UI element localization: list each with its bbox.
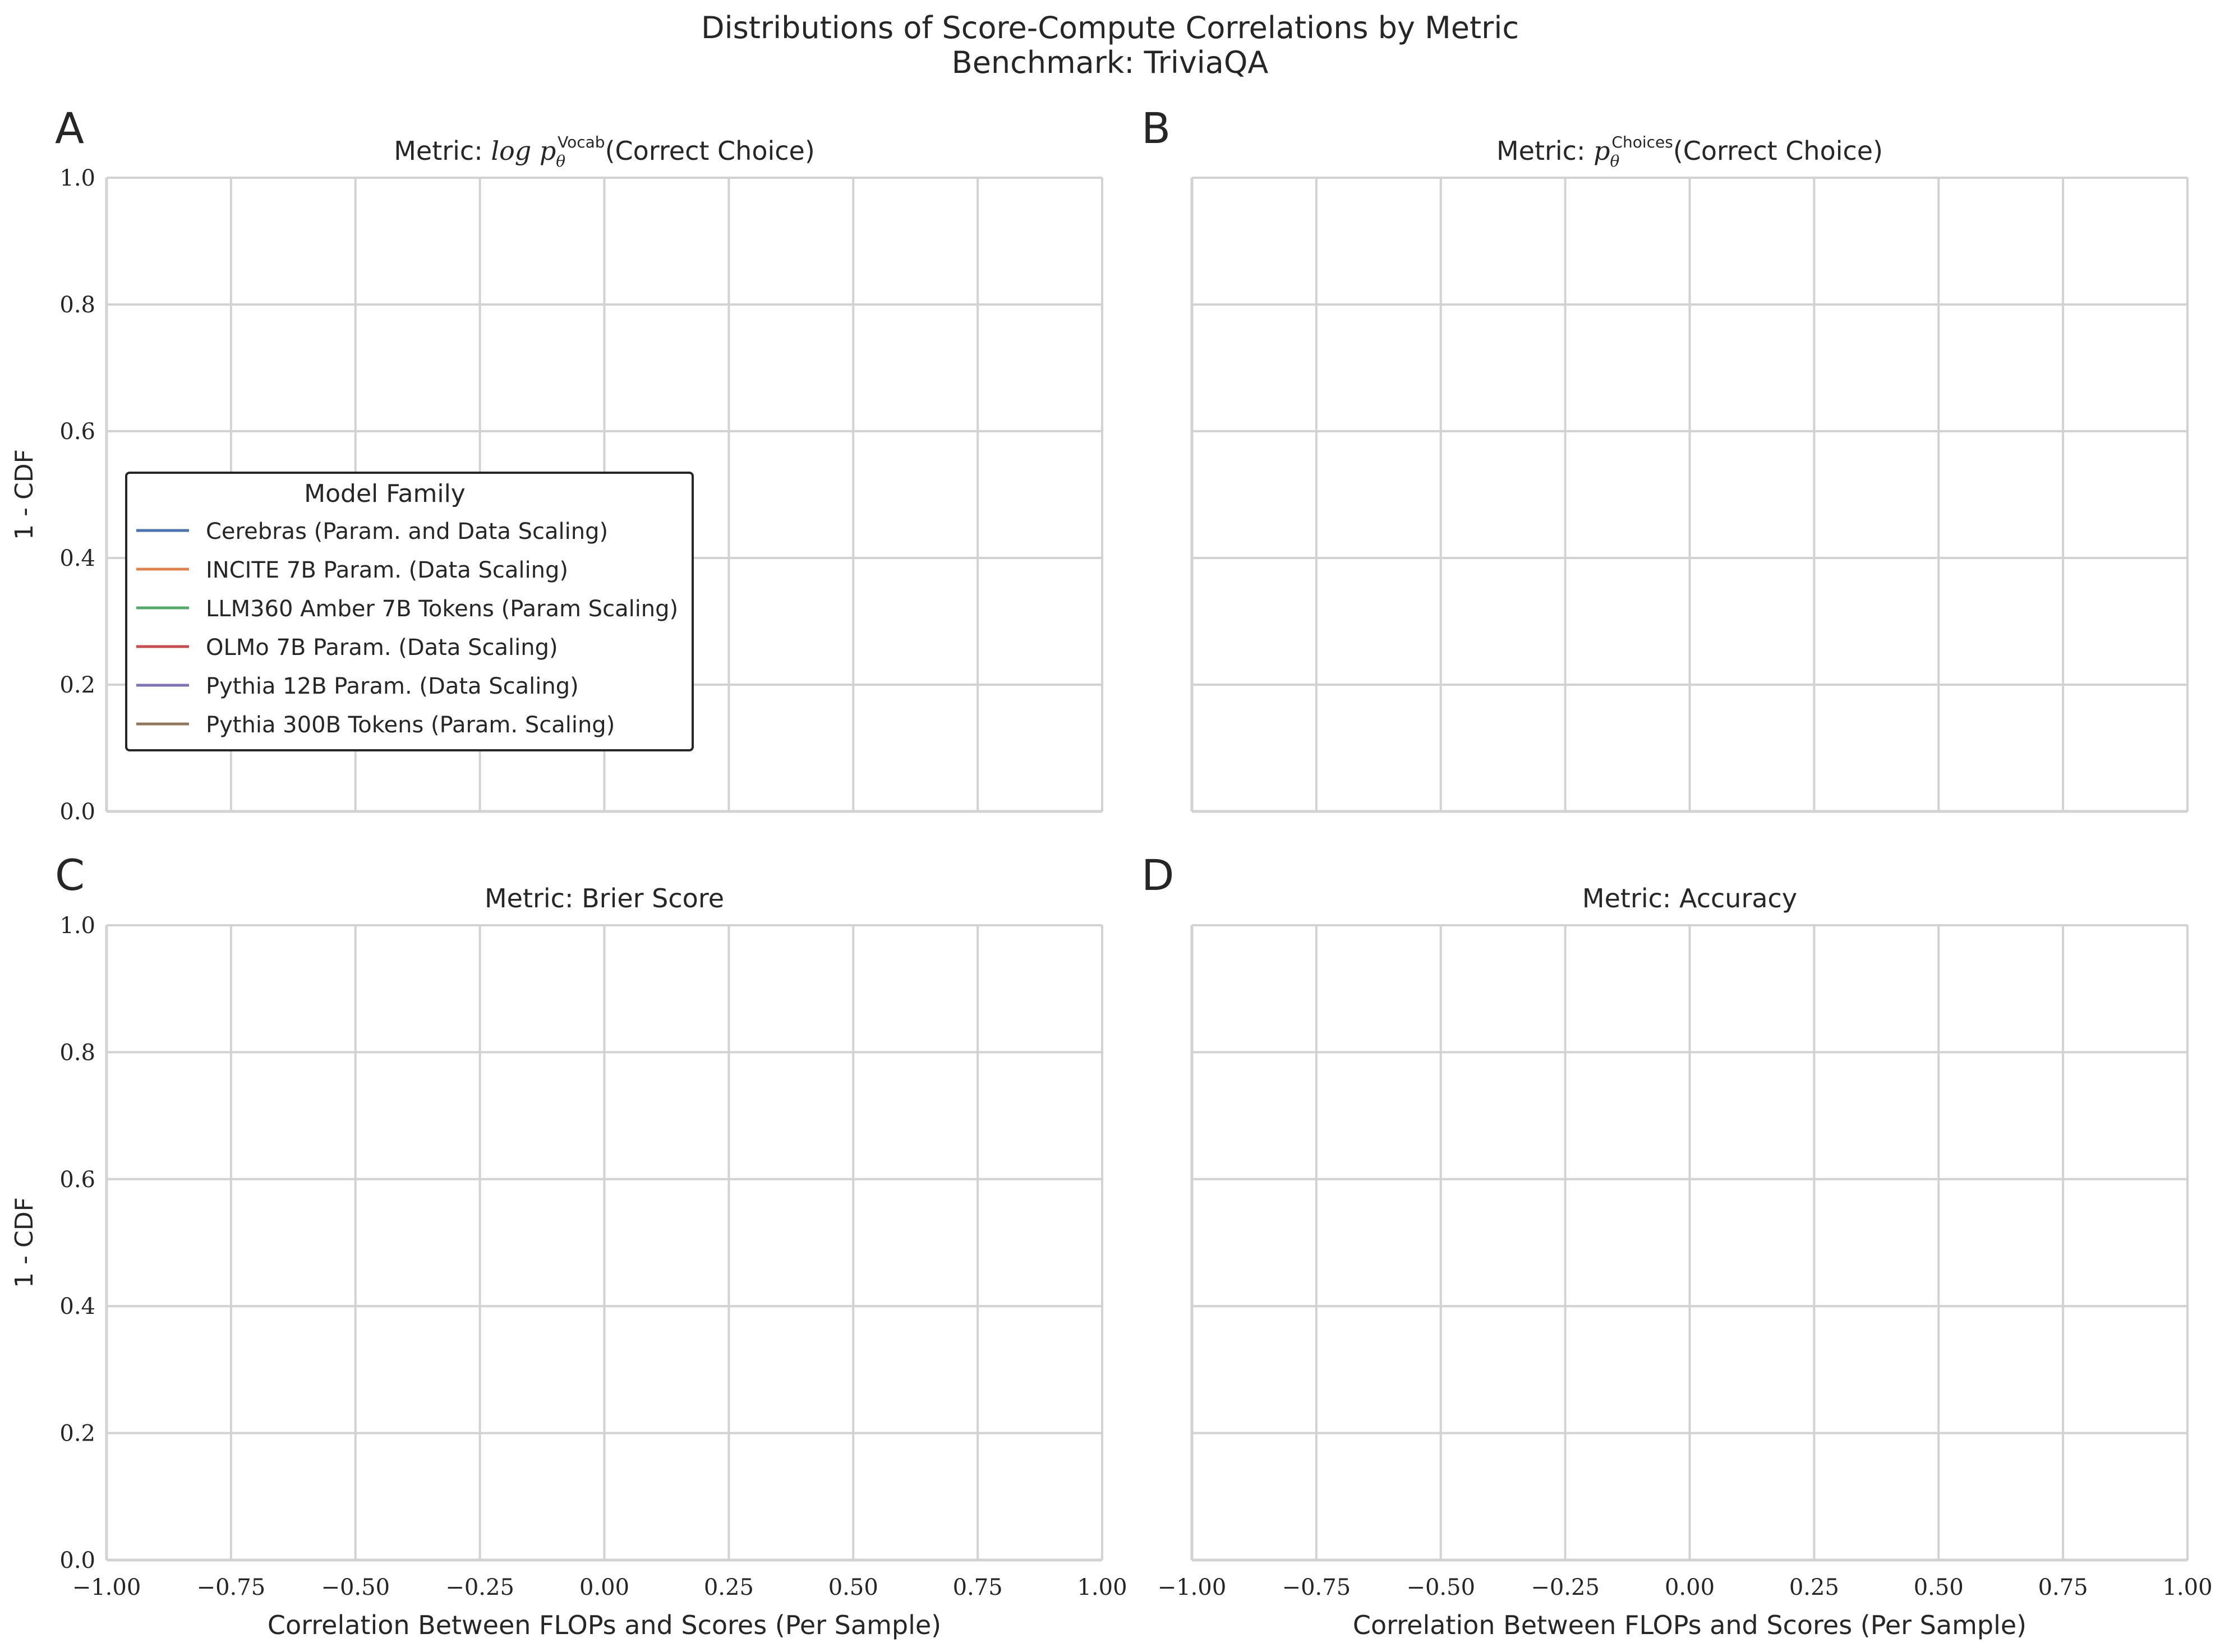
figure-title-line1: Distributions of Score-Compute Correlati… <box>701 10 1519 45</box>
x-tick-label: −0.75 <box>1282 1575 1351 1600</box>
y-tick-label: 0.2 <box>59 672 95 698</box>
legend-entry-label: Pythia 300B Tokens (Param. Scaling) <box>206 712 615 738</box>
x-tick-label: −0.25 <box>445 1575 514 1600</box>
x-tick-label: 1.00 <box>2162 1575 2212 1600</box>
x-tick-label: 0.00 <box>579 1575 629 1600</box>
y-axis-label: 1 - CDF <box>10 1197 39 1288</box>
x-tick-label: −0.50 <box>321 1575 390 1600</box>
legend-entry-label: INCITE 7B Param. (Data Scaling) <box>206 557 568 583</box>
legend-entry-label: LLM360 Amber 7B Tokens (Param Scaling) <box>206 596 678 622</box>
y-tick-label: 0.6 <box>59 1167 95 1193</box>
panel-title: Metric: log pθVocab(Correct Choice) <box>394 133 815 170</box>
panel-c: 0.0 0.2 0.4 0.6 0.8 1.0 −1.00 −0.75 −0.50 −0.25 0.… <box>10 850 1127 1640</box>
x-tick-label: 0.25 <box>1789 1575 1839 1600</box>
panels: 0.0 0.2 0.4 0.6 0.8 1.0 A Metric: log pθVocab(C… <box>10 103 2213 1640</box>
x-tick-label: 0.75 <box>2038 1575 2088 1600</box>
x-tick-label: −0.75 <box>197 1575 266 1600</box>
x-tick-label: −1.00 <box>72 1575 141 1600</box>
legend: Model Family Cerebras (Param. and Data Sc… <box>125 472 694 751</box>
y-tick-label: 0.6 <box>59 419 95 445</box>
panel-b: B Metric: pθChoices(Correct Choice) <box>1141 103 2189 813</box>
y-axis-label: 1 - CDF <box>10 449 39 540</box>
legend-entry-label: OLMo 7B Param. (Data Scaling) <box>206 635 558 661</box>
x-tick-label: 0.00 <box>1665 1575 1715 1600</box>
y-tick-label: 0.4 <box>59 1294 95 1319</box>
y-tick-label: 0.4 <box>59 546 95 571</box>
figure-title-line2: Benchmark: TriviaQA <box>952 45 1269 80</box>
y-tick-label: 0.2 <box>59 1421 95 1447</box>
x-tick-label: 0.50 <box>1914 1575 1964 1600</box>
x-axis-label: Correlation Between FLOPs and Scores (Pe… <box>1353 1610 2026 1640</box>
panel-letter: C <box>55 850 85 900</box>
y-tick-label: 1.0 <box>59 913 95 939</box>
legend-entry-label: Pythia 12B Param. (Data Scaling) <box>206 673 579 699</box>
legend-title: Model Family <box>304 479 466 508</box>
y-tick-label: 0.8 <box>59 292 95 318</box>
x-tick-label: 0.25 <box>704 1575 754 1600</box>
x-tick-label: −0.25 <box>1531 1575 1600 1600</box>
panel-title: Metric: pθChoices(Correct Choice) <box>1496 133 1883 170</box>
legend-entry-label: Cerebras (Param. and Data Scaling) <box>206 519 608 544</box>
x-axis-label: Correlation Between FLOPs and Scores (Pe… <box>268 1610 941 1640</box>
x-tick-label: 0.50 <box>828 1575 878 1600</box>
y-tick-label: 0.8 <box>59 1040 95 1065</box>
panel-d: −1.00 −0.75 −0.50 −0.25 0.00 0.25 0.50 0.75 1.00… <box>1141 850 2213 1640</box>
x-tick-label: 0.75 <box>953 1575 1003 1600</box>
panel-title: Metric: Accuracy <box>1582 883 1797 913</box>
x-tick-label: −1.00 <box>1158 1575 1227 1600</box>
panel-letter: B <box>1141 103 1171 153</box>
x-tick-label: −0.50 <box>1406 1575 1475 1600</box>
y-tick-label: 0.0 <box>59 799 95 825</box>
y-tick-label: 1.0 <box>59 165 95 191</box>
x-tick-label: 1.00 <box>1077 1575 1127 1600</box>
panel-title: Metric: Brier Score <box>485 883 724 913</box>
panel-letter: A <box>55 103 84 153</box>
y-tick-label: 0.0 <box>59 1548 95 1573</box>
panel-letter: D <box>1141 850 1175 900</box>
legend-box <box>125 472 694 751</box>
